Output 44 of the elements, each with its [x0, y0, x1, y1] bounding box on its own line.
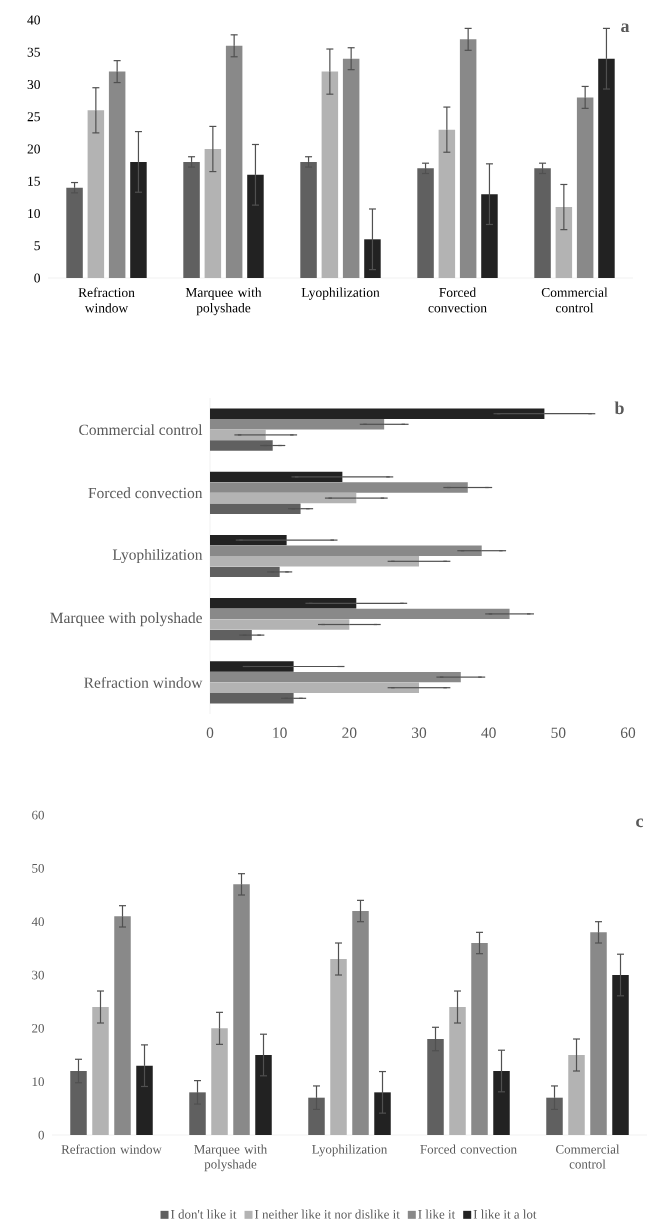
y-tick-label: Marquee with polyshade: [50, 612, 202, 627]
legend-label: I neither like it nor dislike it: [254, 1209, 400, 1219]
chart-title: a: [621, 23, 630, 33]
x-tick-label: 40: [481, 727, 496, 738]
y-tick-label: 0: [34, 273, 40, 283]
y-tick-label: 20: [27, 144, 40, 154]
y-tick-label: 0: [38, 1130, 44, 1140]
y-tick-label: Commercial control: [79, 424, 203, 436]
y-tick-label: 10: [32, 1077, 44, 1087]
x-tick-label: 30: [412, 727, 427, 738]
y-tick-label: Forced convection: [88, 487, 203, 499]
y-tick-label: 35: [27, 47, 40, 57]
x-tick-label: Lyophilization: [301, 287, 380, 300]
y-tick-label: Refraction window: [84, 676, 203, 688]
y-tick-label: 50: [32, 863, 44, 873]
x-tick-label: Forced convection: [428, 287, 487, 313]
x-tick-label: 0: [206, 727, 214, 738]
chart-title: c: [636, 818, 644, 828]
x-tick-label: Forced convection: [420, 1144, 517, 1154]
x-tick-label: Marquee with polyshade: [194, 1144, 268, 1172]
x-tick-label: Refraction window: [61, 1144, 162, 1154]
y-tick-label: 10: [28, 208, 40, 219]
x-tick-label: 20: [342, 727, 357, 738]
y-tick-label: 30: [32, 970, 44, 980]
y-tick-label: 15: [28, 176, 40, 186]
y-tick-label: 20: [32, 1023, 44, 1033]
y-tick-label: 60: [32, 810, 44, 820]
y-tick-label: 5: [34, 241, 40, 251]
legend-label: I like it a lot: [473, 1209, 537, 1219]
x-tick-label: Marquee with polyshade: [185, 287, 262, 316]
x-tick-label: Commercial control: [556, 1144, 620, 1169]
x-tick-label: Lyophilization: [312, 1144, 388, 1157]
x-tick-label: Commercial control: [541, 287, 608, 313]
y-tick-label: 40: [31, 917, 44, 927]
y-tick-label: Lyophilization: [112, 548, 203, 564]
chart-title: b: [614, 401, 624, 415]
y-tick-label: 30: [27, 79, 40, 90]
legend-label: I like it: [418, 1209, 456, 1219]
legend-label: I don't like it: [170, 1209, 237, 1219]
y-tick-label: 40: [27, 15, 40, 25]
y-tick-label: 25: [27, 112, 40, 122]
x-tick-label: 60: [620, 727, 636, 738]
x-tick-label: 10: [273, 727, 287, 738]
x-tick-label: 50: [551, 727, 566, 738]
